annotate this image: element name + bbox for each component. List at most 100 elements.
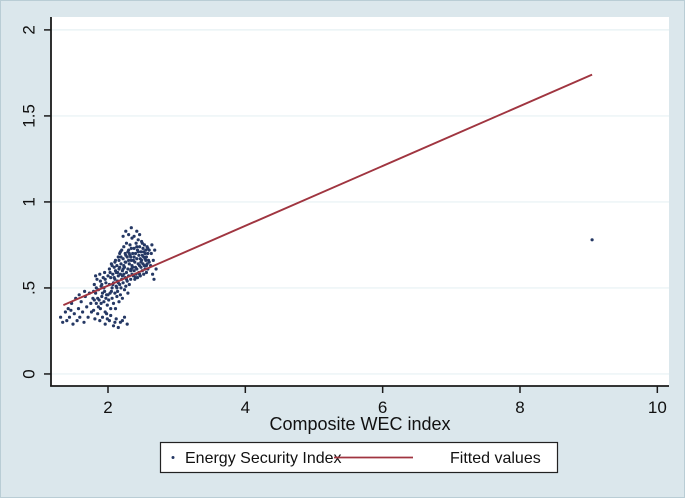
scatter-point: [108, 270, 112, 275]
scatter-point: [113, 269, 118, 273]
scatter-point: [142, 272, 146, 276]
scatter-point: [115, 264, 119, 268]
scatter-point: [146, 246, 150, 250]
scatter-point: [141, 246, 145, 250]
scatter-point: [121, 281, 125, 285]
scatter-point: [131, 265, 135, 269]
scatter-point: [127, 233, 131, 237]
legend-scatter-marker-dot-icon: [171, 456, 175, 459]
scatter-point: [119, 255, 123, 259]
scatter-point: [94, 301, 98, 305]
scatter-point: [100, 315, 105, 319]
scatter-point: [113, 291, 117, 295]
scatter-point: [120, 319, 124, 323]
scatter-point: [61, 320, 65, 324]
scatter-point: [139, 260, 143, 264]
scatter-point: [137, 253, 141, 257]
scatter-point: [133, 251, 138, 256]
y-tick-label: .5: [19, 281, 38, 295]
scatter-point: [93, 317, 97, 321]
scatter-point: [134, 241, 138, 245]
scatter-point: [124, 284, 128, 288]
scatter-point: [144, 270, 148, 275]
scatter-point: [132, 255, 136, 259]
scatter-point: [78, 315, 82, 319]
scatter-point: [124, 270, 129, 275]
scatter-point: [127, 251, 131, 256]
scatter-point: [111, 324, 116, 328]
scatter-point: [143, 257, 147, 261]
scatter-point: [116, 270, 120, 275]
scatter-point: [109, 289, 113, 293]
scatter-point: [147, 260, 151, 264]
scatter-point: [92, 282, 96, 287]
scatter-point: [117, 258, 121, 262]
scatter-point: [590, 238, 594, 242]
scatter-point: [75, 319, 79, 323]
scatter-point: [138, 245, 142, 249]
axis-ticks: 0 .5 1 1.5 2 2 4 6 8 10: [19, 25, 666, 417]
scatter-point: [72, 312, 76, 316]
scatter-point: [115, 286, 119, 290]
scatter-point: [149, 251, 153, 256]
scatter-point: [65, 319, 69, 323]
scatter-point: [124, 229, 128, 233]
scatter-point: [126, 267, 130, 271]
scatter-point: [98, 319, 102, 323]
scatter-point: [124, 253, 128, 257]
scatter-point: [138, 272, 142, 276]
x-tick-label: 10: [648, 398, 667, 417]
scatter-point: [125, 322, 129, 326]
scatter-point: [130, 236, 134, 240]
scatter-point: [103, 277, 107, 281]
scatter-point: [121, 234, 125, 238]
scatter-point: [81, 310, 85, 314]
scatter-point: [63, 310, 67, 314]
scatter-point: [124, 241, 129, 245]
scatter-point: [98, 279, 102, 283]
scatter-point: [109, 313, 113, 318]
scatter-point: [89, 301, 93, 305]
scatter-point: [104, 281, 108, 285]
scatter-point: [109, 307, 113, 311]
scatter-point: [105, 303, 109, 307]
scatter-point: [59, 315, 63, 319]
scatter-point: [113, 260, 117, 264]
scatter-point: [118, 293, 122, 297]
scatter-point: [77, 293, 81, 297]
scatter-point: [139, 250, 143, 254]
scatter-point: [86, 315, 90, 319]
scatter-point: [116, 289, 120, 293]
scatter-point: [110, 296, 114, 300]
scatter-point: [140, 241, 144, 245]
scatter-point: [92, 298, 96, 302]
scatter-point: [129, 277, 133, 281]
scatter-point: [119, 286, 123, 290]
y-tick-label: 1: [19, 197, 38, 206]
scatter-point: [133, 260, 137, 264]
scatter-point: [151, 272, 155, 276]
scatter-point: [135, 229, 139, 233]
scatter-point: [114, 317, 118, 321]
scatter-point: [131, 251, 135, 256]
scatter-point: [111, 301, 116, 305]
scatter-point: [99, 301, 103, 305]
scatter-point: [76, 307, 81, 311]
scatter-point: [96, 305, 100, 309]
scatter-point: [116, 325, 120, 330]
scatter-point: [118, 265, 122, 269]
grid: [51, 29, 669, 375]
scatter-point: [129, 226, 133, 230]
x-axis-title: Composite WEC index: [269, 414, 450, 434]
scatter-point: [83, 289, 87, 293]
scatter-point: [113, 307, 118, 311]
scatter-point: [94, 274, 98, 278]
scatter-point: [136, 238, 140, 242]
scatter-point: [85, 305, 89, 309]
x-tick-label: 2: [103, 398, 112, 417]
scatter-point: [69, 308, 73, 312]
scatter-point: [126, 291, 130, 295]
scatter-point: [153, 248, 157, 252]
scatter-point: [105, 317, 109, 321]
